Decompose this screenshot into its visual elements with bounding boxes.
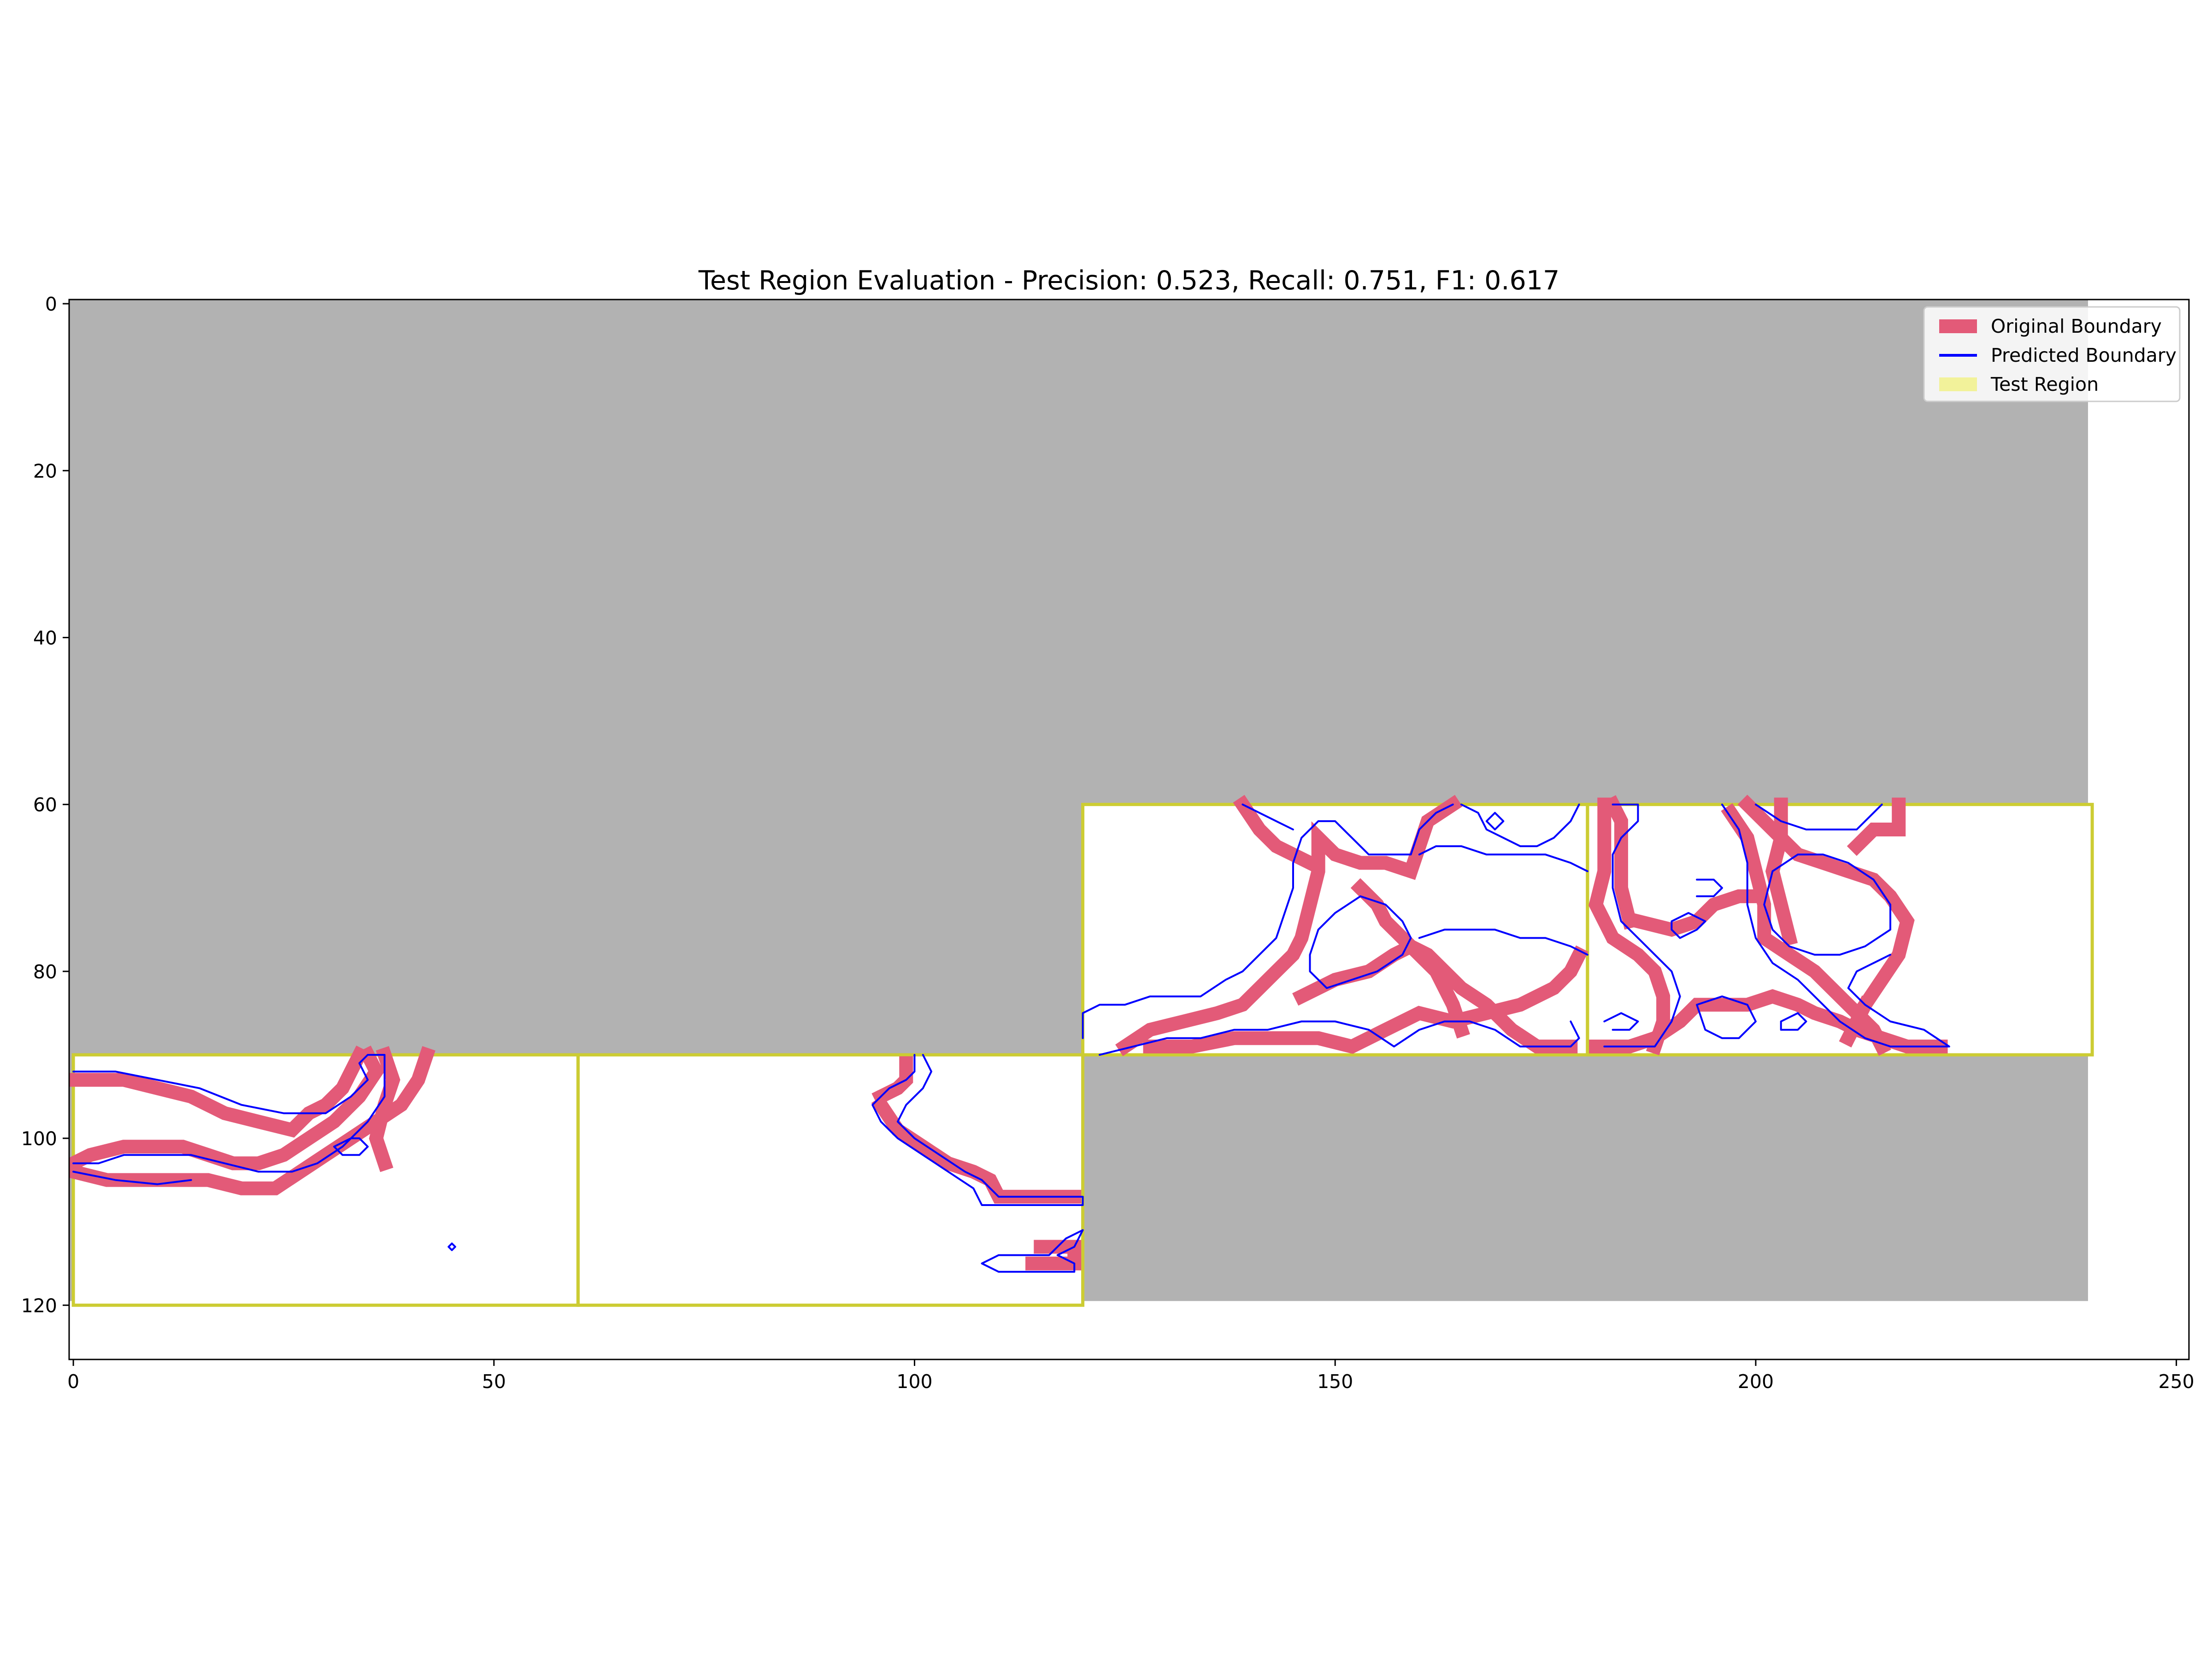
original-boundary-segment <box>69 1045 384 1173</box>
legend-label: Original Boundary <box>1991 315 2162 337</box>
original-boundary-segment <box>1350 878 1470 1039</box>
y-tick-label: 20 <box>33 460 57 482</box>
x-tick-label: 250 <box>2158 1371 2194 1393</box>
original-boundary-segment <box>1847 797 1906 856</box>
predicted-boundary-contour <box>447 1242 456 1251</box>
legend-frame <box>1923 306 2181 402</box>
legend-swatch-patch <box>1939 377 1977 391</box>
predicted-boundary-contour <box>1099 1020 1580 1056</box>
predicted-boundary-contour <box>1082 803 1454 1039</box>
predicted-boundary-contour <box>1460 803 1580 847</box>
legend-swatch-patch <box>1939 319 1977 333</box>
original-boundary-segment <box>1839 995 1875 1047</box>
plot-frame <box>68 299 2190 1360</box>
test-region-fill-2 <box>578 1054 1083 1306</box>
predicted-boundary-contour <box>1721 803 1950 1047</box>
original-boundary-segment <box>871 1056 913 1106</box>
original-boundary-segment <box>69 1046 435 1195</box>
predicted-boundary-contour <box>1241 803 1294 830</box>
test-regions-layer <box>71 803 2094 1307</box>
y-tick-label: 120 <box>21 1294 57 1317</box>
x-tick-label: 50 <box>482 1371 506 1393</box>
predicted-boundary-contour <box>1671 912 1706 939</box>
predicted-boundary-contour <box>1696 995 1757 1039</box>
original-boundary-segment <box>369 1046 400 1172</box>
predicted-boundary-contour <box>72 1171 192 1185</box>
test-region-outline-4 <box>1586 803 2094 1057</box>
original-boundary-segment <box>1630 889 1763 937</box>
y-tick-label: 0 <box>45 293 57 315</box>
original-boundary-segment <box>1233 794 1319 872</box>
x-axis: 0 50 100 150 200 250 <box>67 1359 2194 1393</box>
predicted-boundary-contour <box>1418 845 1588 872</box>
original-boundary-segment <box>69 1045 369 1138</box>
predicted-boundary-contour <box>1418 929 1588 956</box>
legend: Original Boundary Predicted Boundary Test … <box>1923 306 2181 402</box>
predicted-boundary-contour <box>1754 803 1883 830</box>
predicted-boundary-contour <box>981 1229 1084 1273</box>
original-boundary-segment <box>1588 797 1671 1055</box>
legend-label: Test Region <box>1990 373 2099 395</box>
predicted-boundary-contour <box>1780 1012 1807 1031</box>
test-region-outline-2 <box>576 1053 1085 1307</box>
predicted-boundary-contour <box>880 1054 916 1098</box>
x-tick-label: 0 <box>67 1371 79 1393</box>
original-boundary-segment <box>1025 1240 1082 1271</box>
y-tick-label: 40 <box>33 627 57 649</box>
original-boundary-segment <box>1115 794 1463 1056</box>
y-tick-label: 100 <box>21 1128 57 1150</box>
original-boundary-segment <box>1603 795 1638 930</box>
legend-label: Predicted Boundary <box>1991 344 2177 366</box>
predicted-boundary-contour <box>333 1137 369 1156</box>
y-axis: 0 20 40 60 80 100 120 <box>21 293 69 1317</box>
predicted-boundary-contour <box>1763 853 1891 956</box>
y-tick-label: 60 <box>33 794 57 816</box>
original-boundary-segment <box>1143 945 1588 1054</box>
predicted-boundary-contour <box>871 1054 1084 1206</box>
predicted-boundary-contour <box>1696 878 1723 897</box>
predicted-boundary-contour <box>72 1054 386 1173</box>
predicted-boundary-layer <box>72 803 1950 1273</box>
predicted-boundary-contour <box>1485 812 1505 830</box>
predicted-boundary-contour <box>1603 803 1681 1047</box>
x-tick-label: 200 <box>1738 1371 1774 1393</box>
predicted-boundary-contour <box>1603 1012 1639 1031</box>
y-tick-label: 80 <box>33 961 57 983</box>
x-tick-label: 100 <box>896 1371 932 1393</box>
predicted-boundary-contour <box>1309 895 1412 989</box>
chart-title: Test Region Evaluation - Precision: 0.52… <box>698 265 1560 296</box>
x-tick-label: 150 <box>1317 1371 1353 1393</box>
